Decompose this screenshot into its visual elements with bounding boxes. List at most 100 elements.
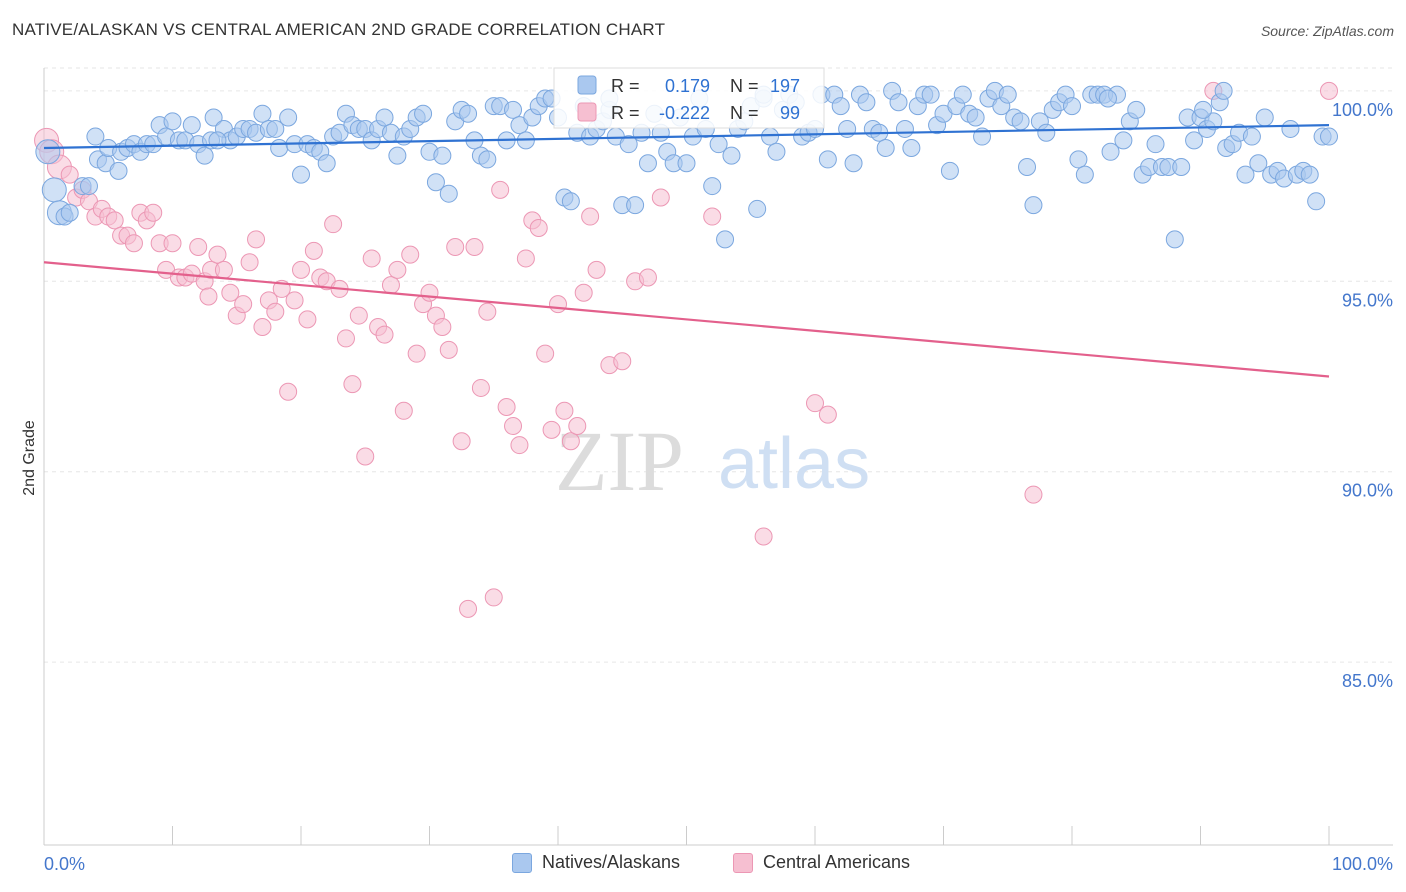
natives-alaskans-point	[79, 177, 98, 196]
y-axis-title: 2nd Grade	[21, 420, 38, 496]
natives-alaskans-point	[857, 93, 876, 112]
central-americans-point	[613, 352, 632, 371]
central-americans-point	[388, 260, 407, 279]
central-americans-point	[516, 249, 535, 268]
natives-alaskans-point	[1069, 150, 1088, 169]
central-americans-point	[234, 295, 253, 314]
natives-alaskans-point	[703, 177, 722, 196]
central-americans-point	[651, 188, 670, 207]
central-americans-point	[484, 588, 503, 607]
central-americans-point	[471, 378, 490, 397]
natives-alaskans-point	[459, 104, 478, 123]
stats-legend-frame	[553, 67, 825, 129]
chart-source: Source: ZipAtlas.com	[1260, 23, 1394, 39]
natives-alaskans-point	[426, 173, 445, 192]
natives-alaskans-point	[626, 196, 645, 215]
central-americans-point	[478, 302, 497, 321]
central-americans-point	[375, 325, 394, 344]
central-americans-point	[407, 344, 426, 363]
central-americans-point	[105, 211, 124, 230]
central-americans-point	[818, 405, 837, 424]
central-americans-point	[60, 165, 79, 184]
central-americans-point	[529, 218, 548, 237]
central-americans-point	[504, 417, 523, 436]
y-tick-label: 100.0%	[1332, 100, 1393, 120]
natives-alaskans-point	[940, 161, 959, 180]
natives-alaskans-point	[1281, 119, 1300, 138]
central-americans-point	[1320, 81, 1338, 100]
natives-alaskans-point	[831, 97, 850, 116]
x-tick-label-min: 0.0%	[44, 854, 85, 874]
stats-n-value-pink: 99	[780, 103, 800, 123]
stats-r-label-blue: R =	[611, 76, 640, 96]
natives-alaskans-point	[953, 85, 972, 104]
central-americans-point	[349, 306, 368, 325]
natives-alaskans-point	[1242, 127, 1261, 146]
natives-alaskans-point	[109, 161, 128, 180]
natives-alaskans-point	[182, 116, 201, 135]
central-americans-point	[292, 260, 310, 279]
natives-alaskans-point	[619, 135, 638, 154]
natives-alaskans-point	[1185, 131, 1204, 150]
central-americans-point	[420, 283, 439, 302]
central-americans-point	[806, 394, 824, 413]
y-tick-label: 95.0%	[1342, 290, 1393, 310]
natives-alaskans-point	[677, 154, 696, 173]
stats-n-value-blue: 197	[770, 76, 800, 96]
natives-alaskans-point	[1101, 142, 1120, 161]
natives-alaskans-point	[966, 108, 985, 127]
natives-alaskans-point	[1165, 230, 1184, 249]
central-americans-point	[433, 318, 452, 336]
natives-alaskans-point	[1075, 165, 1094, 184]
natives-alaskans-point	[504, 100, 523, 119]
y-tick-label: 90.0%	[1342, 481, 1393, 501]
natives-alaskans-point	[163, 112, 182, 131]
central-americans-point	[542, 420, 561, 439]
central-americans-point	[452, 432, 471, 451]
legend-label-central-americans: Central Americans	[763, 852, 911, 872]
stats-n-label-pink: N =	[730, 103, 759, 123]
central-americans-point	[298, 310, 317, 329]
natives-alaskans-point	[195, 146, 214, 165]
natives-alaskans-point	[204, 108, 223, 127]
central-americans-point	[465, 238, 484, 257]
natives-alaskans-point	[1214, 81, 1233, 100]
central-americans-point	[638, 268, 657, 287]
central-americans-point	[491, 180, 510, 199]
central-americans-point	[266, 302, 285, 321]
natives-alaskans-point	[439, 184, 458, 203]
x-tick-labels: 0.0% 100.0%	[44, 854, 1393, 874]
natives-alaskans-point	[1114, 131, 1133, 150]
natives-alaskans-point	[279, 108, 298, 127]
natives-alaskans-point	[317, 154, 336, 173]
natives-alaskans-point	[895, 119, 914, 138]
central-americans-point	[394, 401, 413, 420]
legend-item-central-americans[interactable]: Central Americans	[733, 852, 910, 873]
central-americans-point	[497, 397, 516, 416]
central-americans-point	[336, 329, 355, 348]
legend-item-natives-alaskans[interactable]: Natives/Alaskans	[512, 852, 680, 873]
natives-alaskans-point	[1098, 89, 1117, 108]
legend-swatch-pink	[733, 852, 753, 873]
central-americans-point	[221, 283, 240, 302]
y-tick-label: 85.0%	[1342, 671, 1393, 691]
natives-alaskans-point	[1300, 165, 1319, 184]
natives-alaskans-point	[1307, 192, 1326, 211]
natives-alaskans-point	[1146, 135, 1165, 154]
central-americans-point	[124, 234, 143, 253]
central-americans-point	[581, 207, 600, 226]
central-americans-point	[253, 318, 272, 336]
central-americans-point	[144, 203, 163, 222]
stats-legend: R = 0.179 N = 197 R = -0.222 N = 99	[553, 67, 825, 129]
stats-n-label-blue: N =	[730, 76, 759, 96]
natives-alaskans-point	[1037, 123, 1056, 142]
natives-alaskans-point	[1255, 108, 1274, 127]
natives-alaskans-point	[478, 150, 497, 169]
central-americans-point	[446, 238, 465, 257]
y-tick-labels: 85.0% 90.0% 95.0% 100.0%	[1332, 100, 1393, 691]
central-americans-point	[754, 527, 773, 546]
natives-alaskans-point	[388, 146, 407, 165]
trend-line-central-americans	[43, 261, 1330, 378]
natives-alaskans-point	[844, 154, 863, 173]
x-tick-label-max: 100.0%	[1332, 854, 1393, 874]
